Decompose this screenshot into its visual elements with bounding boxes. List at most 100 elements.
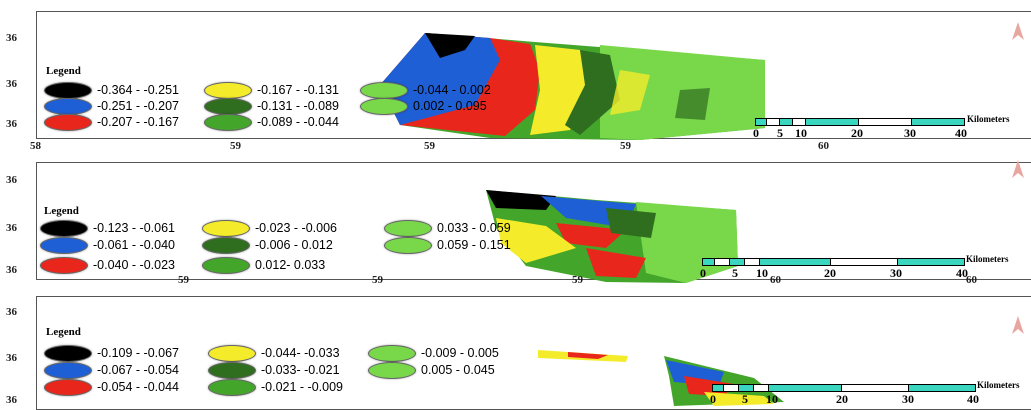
scale-tick: 5 xyxy=(732,266,738,280)
legend-label: -0.089 - -0.044 xyxy=(257,115,339,129)
legend-item: -0.044- -0.033 xyxy=(208,344,340,362)
scale-segment xyxy=(714,258,730,266)
legend-label: -0.044- -0.033 xyxy=(261,346,340,360)
longitude-label: 59 xyxy=(372,274,383,286)
legend-label: -0.009 - 0.005 xyxy=(421,346,499,360)
scale-segment xyxy=(729,258,745,266)
legend-swatch xyxy=(202,236,250,254)
legend-swatch xyxy=(204,81,252,99)
legend-swatch xyxy=(368,344,416,362)
longitude-label: 59 xyxy=(230,140,241,152)
legend-swatch xyxy=(40,236,88,254)
legend-swatch xyxy=(44,361,92,379)
legend-label: -0.167 - -0.131 xyxy=(257,83,339,97)
longitude-label: 59 xyxy=(178,274,189,286)
legend-label: -0.033- -0.021 xyxy=(261,363,340,377)
legend-item: -0.021 - -0.009 xyxy=(208,378,343,396)
scale-segment xyxy=(744,258,760,266)
legend-swatch xyxy=(204,113,252,131)
legend-item: -0.006 - 0.012 xyxy=(202,236,333,254)
longitude-label: 60 xyxy=(770,274,781,286)
latitude-label: 36 xyxy=(6,118,17,130)
latitude-value: 36 xyxy=(6,78,17,90)
latitude-label: 36 xyxy=(6,78,17,90)
legend-label: -0.044 - 0.002 xyxy=(413,83,491,97)
longitude-value: 59 xyxy=(572,274,583,286)
scale-tick: 30 xyxy=(902,392,914,406)
scale-segment xyxy=(792,118,806,126)
latitude-value: 36 xyxy=(6,222,17,234)
legend-swatch xyxy=(368,361,416,379)
legend-item: -0.131 - -0.089 xyxy=(204,97,339,115)
legend-item: 0.012- 0.033 xyxy=(202,256,325,274)
legend-swatch xyxy=(44,344,92,362)
latitude-value: 36 xyxy=(6,352,17,364)
scale-tick: 40 xyxy=(955,126,967,140)
latitude-label: 36 xyxy=(6,264,17,276)
scale-segment xyxy=(738,384,754,392)
longitude-value: 59 xyxy=(372,274,383,286)
latitude-value: 36 xyxy=(6,32,17,44)
scale-bar: 0 5 10 20 30 40 Kilometers xyxy=(710,380,1031,408)
scale-segment xyxy=(858,118,912,126)
legend-label: -0.207 - -0.167 xyxy=(97,115,179,129)
longitude-label: 59 xyxy=(620,140,631,152)
latitude-value: 36 xyxy=(6,118,17,130)
legend-item: -0.023 - -0.006 xyxy=(202,219,337,237)
legend-title: Legend xyxy=(46,326,81,338)
scale-bar: 0 5 10 20 30 40 Kilometers xyxy=(700,254,1031,282)
scale-tick: 30 xyxy=(890,266,902,280)
scale-segment xyxy=(779,118,793,126)
legend-label: 0.012- 0.033 xyxy=(255,258,326,272)
longitude-value: 59 xyxy=(424,140,435,152)
scale-tick: 20 xyxy=(836,392,848,406)
legend-item: 0.002 - 0.095 xyxy=(360,97,487,115)
scale-segment xyxy=(753,384,769,392)
longitude-value: 59 xyxy=(620,140,631,152)
north-arrow-icon xyxy=(1012,160,1024,178)
longitude-value: 60 xyxy=(770,274,781,286)
legend-swatch xyxy=(204,97,252,115)
legend-item: -0.123 - -0.061 xyxy=(40,219,175,237)
legend-label: 0.005 - 0.045 xyxy=(421,363,495,377)
scale-segment xyxy=(830,258,898,266)
scale-tick: 20 xyxy=(851,126,863,140)
legend-label: -0.251 - -0.207 xyxy=(97,99,179,113)
scale-tick: 10 xyxy=(795,126,807,140)
legend-item: 0.033 - 0.059 xyxy=(384,219,511,237)
scale-segment xyxy=(759,258,831,266)
legend-swatch xyxy=(44,378,92,396)
legend-swatch xyxy=(360,81,408,99)
latitude-value: 36 xyxy=(6,174,17,186)
longitude-label: 59 xyxy=(572,274,583,286)
longitude-value: 58 xyxy=(30,140,41,152)
scale-tick: 20 xyxy=(824,266,836,280)
legend-item: -0.033- -0.021 xyxy=(208,361,340,379)
legend-title: Legend xyxy=(44,205,79,217)
longitude-value: 59 xyxy=(178,274,189,286)
legend-label: 0.059 - 0.151 xyxy=(437,238,511,252)
latitude-label: 36 xyxy=(6,174,17,186)
scale-segment xyxy=(723,384,739,392)
longitude-value: 60 xyxy=(818,140,829,152)
longitude-label: 60 xyxy=(966,274,977,286)
scale-segment xyxy=(841,384,909,392)
raster-map xyxy=(380,33,765,140)
legend-label: -0.040 - -0.023 xyxy=(93,258,175,272)
scale-segment xyxy=(805,118,859,126)
legend-label: 0.002 - 0.095 xyxy=(413,99,487,113)
latitude-label: 36 xyxy=(6,352,17,364)
legend-item: -0.067 - -0.054 xyxy=(44,361,179,379)
scale-segment xyxy=(908,384,976,392)
legend-item: -0.251 - -0.207 xyxy=(44,97,179,115)
latitude-label: 36 xyxy=(6,32,17,44)
latitude-value: 36 xyxy=(6,394,17,406)
legend-label: -0.364 - -0.251 xyxy=(97,83,179,97)
legend-label: -0.131 - -0.089 xyxy=(257,99,339,113)
scale-tick: 10 xyxy=(756,266,768,280)
latitude-label: 36 xyxy=(6,222,17,234)
scale-segment xyxy=(897,258,965,266)
legend-item: -0.109 - -0.067 xyxy=(44,344,179,362)
scale-tick: 5 xyxy=(742,392,748,406)
north-arrow-icon xyxy=(1012,316,1024,334)
